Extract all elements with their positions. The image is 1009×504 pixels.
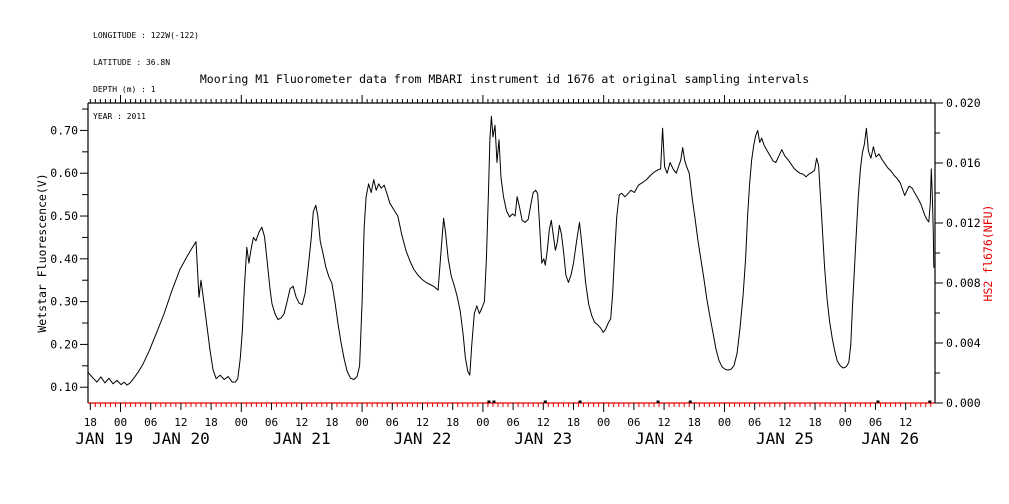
x-axis-hour-label: 18 xyxy=(325,416,338,429)
x-axis-hour-label: 06 xyxy=(144,416,157,429)
left-axis-tick-label: 0.40 xyxy=(50,252,78,266)
right-axis-tick-label: 0.000 xyxy=(946,396,981,410)
x-axis-date-label: JAN 21 xyxy=(273,429,331,448)
x-axis-date-label: JAN 26 xyxy=(861,429,919,448)
dropout-mark xyxy=(578,400,582,403)
x-axis-date-label: JAN 24 xyxy=(635,429,693,448)
x-axis-hour-label: 00 xyxy=(718,416,731,429)
x-axis-date-label: JAN 25 xyxy=(756,429,814,448)
dropout-mark xyxy=(688,400,692,403)
metadata-longitude: LONGITUDE : 122W(-122) xyxy=(93,31,199,40)
x-axis-hour-label: 12 xyxy=(778,416,791,429)
x-axis-hour-label: 06 xyxy=(748,416,761,429)
right-axis-tick-label: 0.020 xyxy=(946,96,981,110)
metadata-depth: DEPTH (m) : 1 xyxy=(93,85,156,94)
x-axis-hour-label: 06 xyxy=(386,416,399,429)
right-axis-title: HS2 fl676(NFU) xyxy=(981,205,995,302)
dropout-mark xyxy=(876,400,880,403)
right-axis-tick-label: 0.008 xyxy=(946,276,981,290)
dropout-mark xyxy=(656,400,660,403)
x-axis-hour-label: 18 xyxy=(808,416,821,429)
x-axis-hour-label: 12 xyxy=(899,416,912,429)
right-axis-tick-label: 0.016 xyxy=(946,156,981,170)
chart-title: Mooring M1 Fluorometer data from MBARI i… xyxy=(199,72,810,86)
x-axis-hour-label: 18 xyxy=(688,416,701,429)
x-axis-hour-label: 18 xyxy=(84,416,97,429)
x-axis-hour-label: 12 xyxy=(657,416,670,429)
x-axis-hour-label: 00 xyxy=(355,416,368,429)
dropout-mark xyxy=(543,400,547,403)
left-axis-tick-label: 0.70 xyxy=(50,123,78,137)
left-axis-tick-label: 0.60 xyxy=(50,166,78,180)
metadata-latitude: LATITUDE : 36.8N xyxy=(93,58,171,67)
x-axis-hour-label: 00 xyxy=(597,416,610,429)
left-axis-tick-label: 0.30 xyxy=(50,295,78,309)
x-axis-hour-label: 18 xyxy=(204,416,217,429)
metadata-year: YEAR : 2011 xyxy=(93,112,146,121)
x-axis-hour-label: 06 xyxy=(627,416,640,429)
station-metadata: LONGITUDE : 122W(-122) LATITUDE : 36.8N … xyxy=(93,13,199,139)
x-axis-hour-label: 12 xyxy=(537,416,550,429)
x-axis-hour-label: 12 xyxy=(416,416,429,429)
left-axis-tick-label: 0.20 xyxy=(50,337,78,351)
x-axis-date-label: JAN 22 xyxy=(394,429,452,448)
dropout-mark xyxy=(492,400,496,403)
x-axis-hour-label: 18 xyxy=(567,416,580,429)
x-axis-hour-label: 12 xyxy=(295,416,308,429)
right-axis-tick-label: 0.004 xyxy=(946,336,981,350)
x-axis-hour-label: 00 xyxy=(235,416,248,429)
x-axis-hour-label: 00 xyxy=(114,416,127,429)
x-axis-date-label: JAN 19 xyxy=(75,429,133,448)
x-axis-hour-label: 06 xyxy=(265,416,278,429)
left-axis-tick-label: 0.10 xyxy=(50,380,78,394)
x-axis-hour-label: 12 xyxy=(174,416,187,429)
x-axis-hour-label: 06 xyxy=(869,416,882,429)
fluorescence-curve xyxy=(87,115,935,386)
x-axis-hour-label: 06 xyxy=(506,416,519,429)
x-axis-hour-label: 00 xyxy=(476,416,489,429)
dropout-mark xyxy=(928,400,932,403)
dropout-mark xyxy=(487,400,491,403)
x-axis-hour-label: 18 xyxy=(446,416,459,429)
x-axis-hour-label: 00 xyxy=(839,416,852,429)
left-axis-title: Wetstar Fluorescence(V) xyxy=(35,173,49,332)
left-axis-tick-label: 0.50 xyxy=(50,209,78,223)
right-axis-tick-label: 0.012 xyxy=(946,216,981,230)
x-axis-date-label: JAN 20 xyxy=(152,429,210,448)
x-axis-date-label: JAN 23 xyxy=(514,429,572,448)
